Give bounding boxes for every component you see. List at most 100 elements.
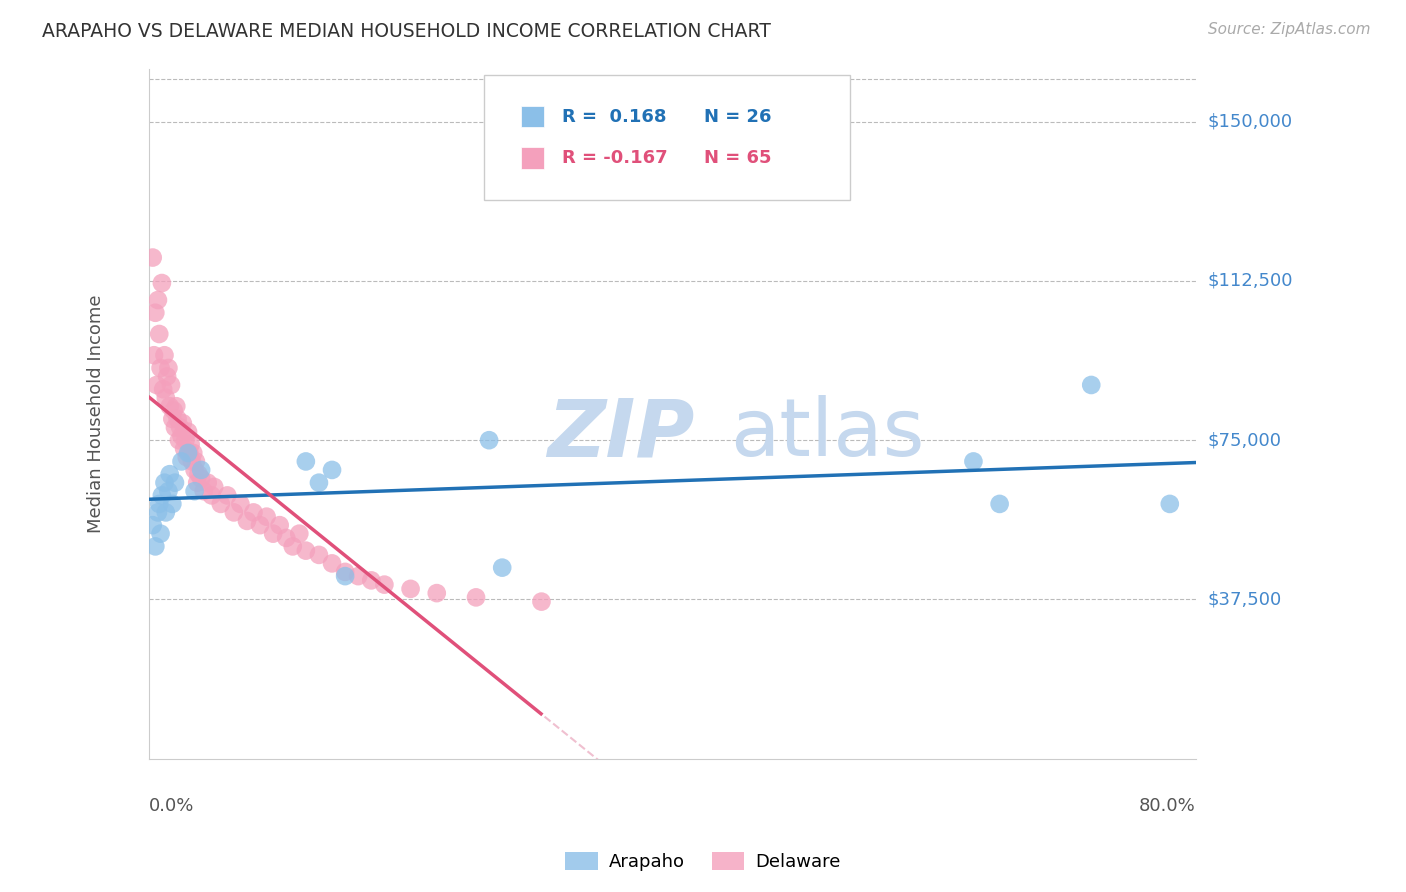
Text: Source: ZipAtlas.com: Source: ZipAtlas.com	[1208, 22, 1371, 37]
Point	[153, 475, 176, 490]
Legend: Arapaho, Delaware: Arapaho, Delaware	[558, 845, 848, 879]
Point	[426, 586, 449, 600]
Point	[163, 403, 186, 417]
Text: 0.0%: 0.0%	[149, 797, 194, 814]
FancyBboxPatch shape	[520, 106, 544, 128]
Point	[146, 293, 169, 307]
Point	[143, 348, 166, 362]
Point	[256, 509, 278, 524]
Point	[333, 565, 356, 579]
Text: atlas: atlas	[730, 395, 924, 474]
Text: $75,000: $75,000	[1208, 431, 1281, 450]
Point	[222, 505, 245, 519]
Point	[197, 475, 219, 490]
Point	[295, 454, 318, 468]
Point	[399, 582, 422, 596]
Point	[236, 514, 259, 528]
Point	[988, 497, 1011, 511]
Point	[183, 463, 205, 477]
Point	[229, 497, 252, 511]
Point	[269, 518, 291, 533]
Point	[962, 454, 984, 468]
Point	[491, 560, 513, 574]
Point	[176, 450, 198, 465]
Point	[190, 463, 212, 477]
Point	[242, 505, 264, 519]
Point	[169, 420, 191, 434]
Point	[163, 420, 186, 434]
Point	[202, 480, 225, 494]
Text: ARAPAHO VS DELAWARE MEDIAN HOUSEHOLD INCOME CORRELATION CHART: ARAPAHO VS DELAWARE MEDIAN HOUSEHOLD INC…	[42, 22, 770, 41]
Point	[162, 497, 184, 511]
Point	[142, 518, 165, 533]
Point	[183, 484, 205, 499]
Point	[146, 505, 169, 519]
Point	[159, 467, 181, 482]
Point	[177, 446, 200, 460]
Point	[288, 526, 311, 541]
Point	[249, 518, 271, 533]
Point	[321, 463, 343, 477]
Point	[142, 251, 165, 265]
Point	[155, 505, 177, 519]
Point	[360, 574, 382, 588]
Point	[262, 526, 284, 541]
Point	[166, 412, 188, 426]
Point	[159, 399, 181, 413]
Point	[295, 543, 318, 558]
Text: $150,000: $150,000	[1208, 112, 1292, 130]
Point	[149, 361, 172, 376]
Point	[174, 433, 197, 447]
Point	[184, 454, 207, 468]
Text: N = 26: N = 26	[704, 108, 772, 126]
Point	[160, 378, 183, 392]
Text: $112,500: $112,500	[1208, 272, 1292, 290]
Point	[217, 488, 239, 502]
Text: 80.0%: 80.0%	[1139, 797, 1197, 814]
Point	[186, 475, 208, 490]
Point	[179, 446, 201, 460]
Point	[181, 454, 204, 468]
Point	[465, 591, 488, 605]
Point	[321, 557, 343, 571]
Point	[152, 382, 174, 396]
Point	[172, 416, 194, 430]
Text: Median Household Income: Median Household Income	[87, 294, 105, 533]
Point	[149, 526, 172, 541]
Point	[150, 488, 173, 502]
Point	[478, 433, 501, 447]
Text: $37,500: $37,500	[1208, 591, 1281, 608]
Point	[170, 454, 193, 468]
Point	[530, 594, 553, 608]
Point	[281, 540, 304, 554]
Point	[373, 577, 395, 591]
Point	[170, 429, 193, 443]
Point	[276, 531, 298, 545]
Point	[181, 446, 204, 460]
Point	[177, 425, 200, 439]
Point	[155, 391, 177, 405]
Point	[347, 569, 370, 583]
FancyBboxPatch shape	[484, 76, 851, 200]
Point	[201, 488, 224, 502]
Point	[308, 475, 330, 490]
Point	[193, 484, 215, 499]
Point	[157, 484, 180, 499]
Text: R = -0.167: R = -0.167	[562, 149, 668, 167]
Point	[308, 548, 330, 562]
Point	[162, 412, 184, 426]
Point	[148, 326, 170, 341]
Point	[157, 361, 180, 376]
Point	[209, 497, 232, 511]
Point	[190, 471, 212, 485]
Point	[187, 467, 209, 482]
Point	[143, 306, 166, 320]
Point	[180, 437, 202, 451]
Point	[173, 442, 195, 456]
Point	[148, 497, 170, 511]
Point	[143, 540, 166, 554]
Point	[150, 276, 173, 290]
Point	[156, 369, 179, 384]
Point	[153, 348, 176, 362]
Text: R =  0.168: R = 0.168	[562, 108, 666, 126]
